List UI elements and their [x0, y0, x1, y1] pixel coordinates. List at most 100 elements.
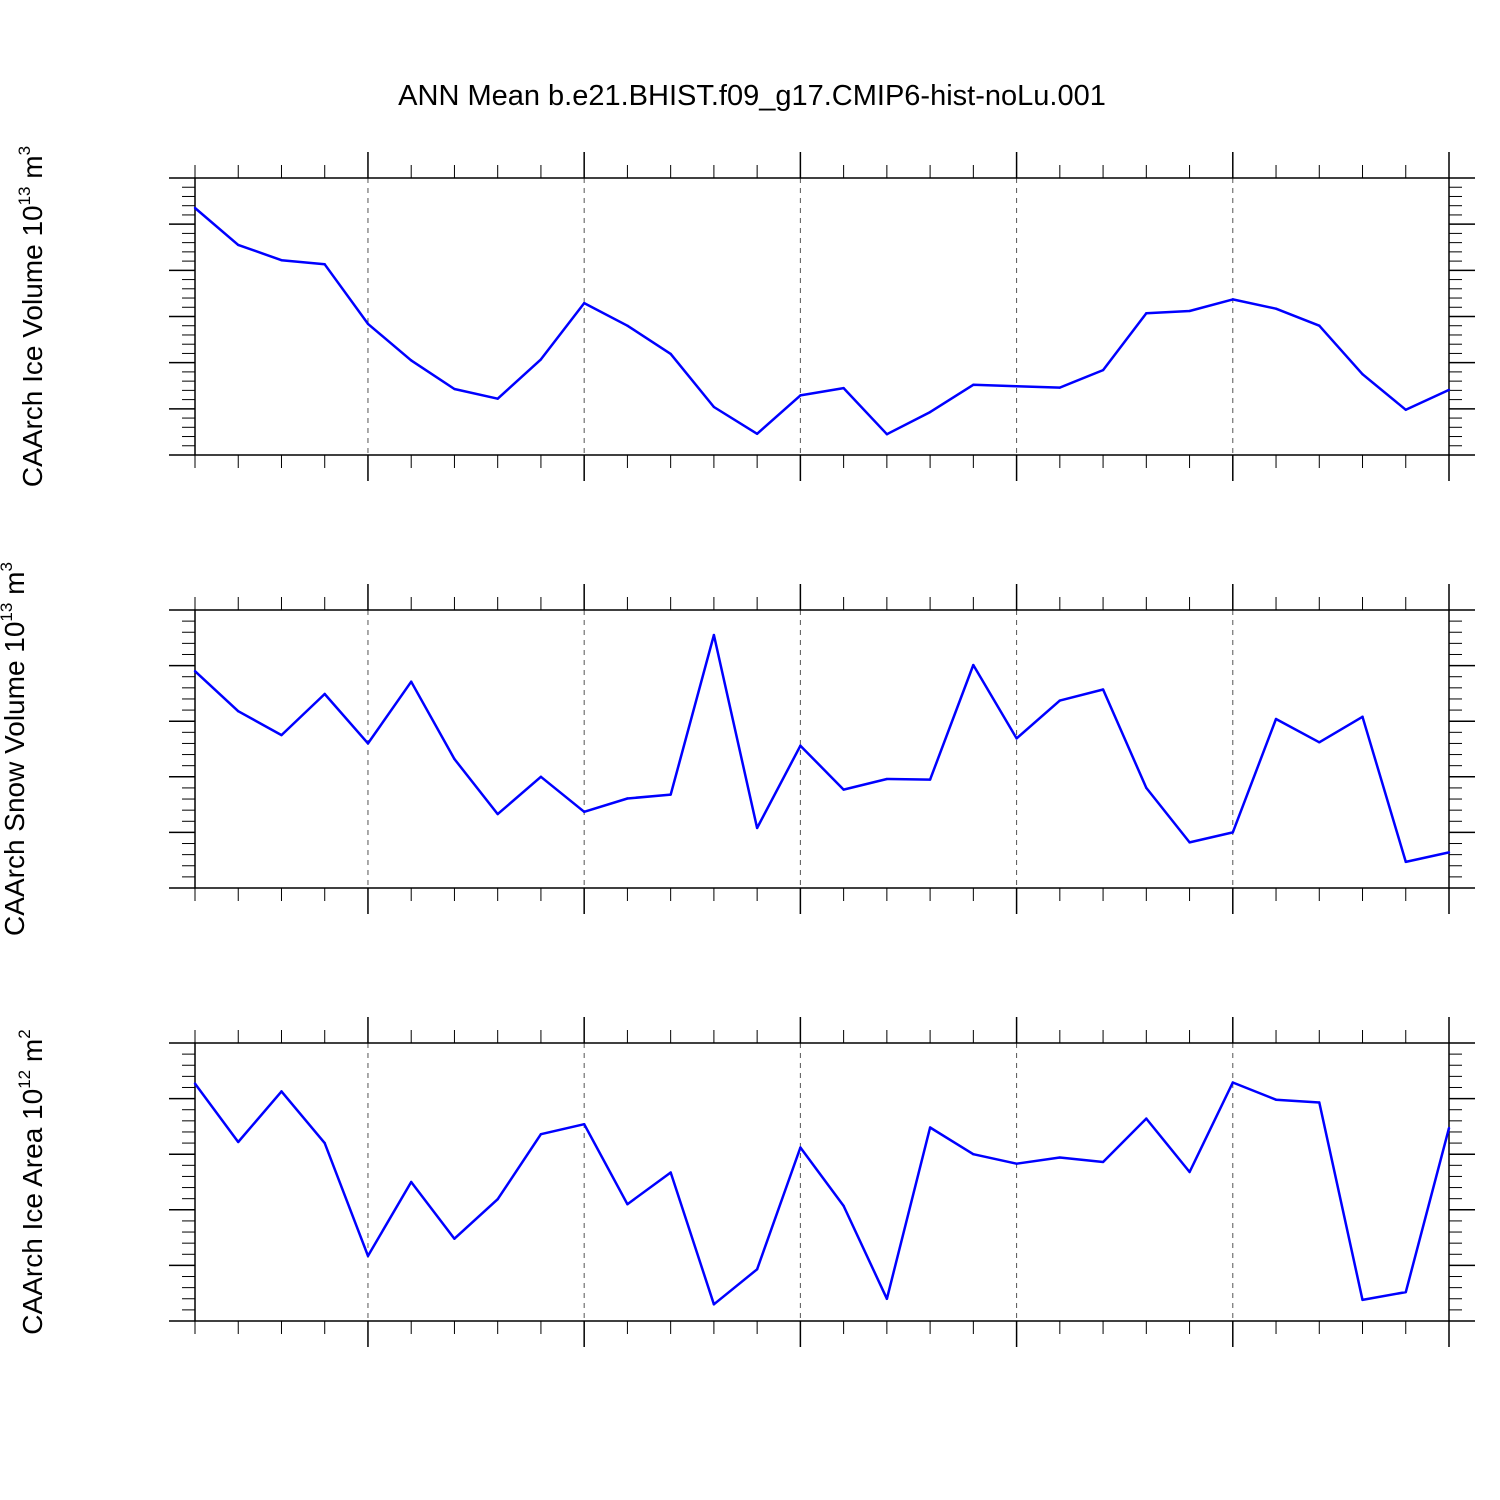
data-point-1939	[1404, 408, 1407, 411]
data-point-1940	[1447, 1126, 1451, 1130]
data-point-1934	[1188, 841, 1191, 844]
data-point-1932	[1101, 368, 1105, 372]
data-point-1922	[669, 352, 672, 356]
y-axis-label-unit-exp: 3	[15, 146, 34, 155]
data-point-1912	[237, 1140, 240, 1144]
y-axis-label-main: CAArch Snow Volume 10	[0, 622, 30, 936]
data-point-1922	[669, 793, 672, 796]
data-point-1931	[1058, 386, 1062, 389]
data-point-1915	[366, 1254, 370, 1258]
data-point-1916	[410, 680, 413, 683]
data-point-1917	[453, 757, 456, 761]
series-line-ice-area	[193, 1081, 1451, 1306]
data-point-1925	[799, 744, 802, 747]
data-point-1918	[496, 1198, 499, 1201]
data-point-1935	[1231, 1081, 1234, 1084]
data-point-1914	[323, 692, 326, 696]
data-point-1928	[928, 778, 932, 781]
y-axis-label: CAArch Ice Area 1012 m2	[15, 1029, 48, 1334]
y-axis-label: CAArch Snow Volume 1013 m3	[0, 562, 30, 936]
data-point-1936	[1274, 1098, 1278, 1101]
data-point-1917	[453, 387, 456, 391]
y-axis-label-main: CAArch Ice Area 10	[17, 1089, 48, 1335]
data-point-1921	[626, 324, 629, 327]
y-axis-label-exp: 13	[15, 186, 34, 205]
y-axis-label-main: CAArch Ice Volume 10	[17, 205, 48, 487]
data-point-1940	[1447, 851, 1451, 854]
data-point-1915	[366, 742, 370, 745]
data-point-1919	[539, 358, 543, 361]
data-point-1932	[1101, 1160, 1105, 1164]
data-point-1912	[237, 243, 240, 247]
data-point-1914	[323, 263, 326, 266]
data-point-1916	[410, 359, 413, 362]
data-point-1935	[1231, 298, 1234, 301]
data-point-1921	[626, 1203, 629, 1206]
data-point-1929	[972, 383, 975, 387]
data-point-1925	[799, 1146, 802, 1149]
data-point-1925	[799, 394, 802, 397]
data-point-1928	[928, 410, 932, 414]
data-point-1919	[539, 1132, 543, 1136]
data-point-1918	[496, 812, 499, 816]
data-point-1913	[280, 258, 283, 262]
data-point-1924	[755, 432, 759, 435]
data-point-1917	[453, 1237, 456, 1240]
data-point-1937	[1318, 1101, 1321, 1104]
data-point-1927	[885, 1297, 889, 1300]
data-point-1939	[1404, 860, 1407, 864]
data-point-1920	[582, 1122, 586, 1126]
data-point-1928	[928, 1126, 932, 1129]
data-point-1924	[755, 1268, 759, 1271]
y-axis-label-unit: m	[17, 155, 48, 186]
data-point-1912	[237, 709, 240, 713]
data-point-1913	[280, 1090, 283, 1093]
y-axis-label-exp: 13	[0, 603, 16, 622]
data-point-1911	[193, 1082, 197, 1085]
data-point-1938	[1361, 373, 1364, 376]
data-point-1916	[410, 1180, 413, 1184]
data-point-1931	[1058, 699, 1062, 702]
data-point-1938	[1361, 1298, 1364, 1302]
data-point-1918	[496, 397, 499, 400]
data-point-1934	[1188, 1170, 1191, 1174]
data-point-1938	[1361, 715, 1364, 718]
data-point-1914	[323, 1141, 326, 1145]
data-point-1934	[1188, 309, 1191, 313]
data-point-1915	[366, 322, 370, 326]
data-point-1911	[193, 669, 197, 673]
data-point-1930	[1015, 385, 1018, 388]
series-line-snow-volume	[194, 633, 1450, 864]
y-axis-label-unit-exp: 2	[15, 1029, 34, 1038]
data-point-1923	[712, 1303, 716, 1306]
data-point-1930	[1015, 737, 1018, 740]
data-point-1936	[1274, 307, 1278, 310]
data-point-1929	[972, 663, 975, 667]
series-line-ice-volume	[194, 207, 1450, 436]
y-axis-label-unit: m	[0, 572, 30, 603]
data-point-1939	[1404, 1290, 1407, 1294]
data-point-1922	[669, 1171, 672, 1174]
panel-ice-volume: CAArch Ice Volume 1013 m3	[15, 146, 1475, 487]
y-axis-label: CAArch Ice Volume 1013 m3	[15, 146, 48, 487]
data-point-1919	[539, 775, 543, 778]
data-point-1931	[1058, 1156, 1062, 1159]
data-point-1920	[582, 810, 586, 814]
data-point-1926	[842, 1204, 845, 1208]
y-axis-label-exp: 12	[15, 1070, 34, 1089]
data-point-1940	[1447, 388, 1451, 392]
data-point-1926	[842, 788, 845, 791]
data-point-1926	[842, 386, 845, 390]
data-point-1911	[193, 206, 197, 210]
data-point-1932	[1101, 688, 1105, 691]
data-point-1937	[1318, 324, 1321, 327]
data-point-1929	[972, 1153, 975, 1156]
data-point-1921	[626, 797, 629, 800]
data-point-1936	[1274, 717, 1278, 721]
data-point-1920	[582, 301, 586, 305]
panel-ice-area: CAArch Ice Area 1012 m2	[15, 1017, 1475, 1347]
data-point-1923	[712, 633, 716, 637]
y-axis-label-unit: m	[17, 1039, 48, 1070]
